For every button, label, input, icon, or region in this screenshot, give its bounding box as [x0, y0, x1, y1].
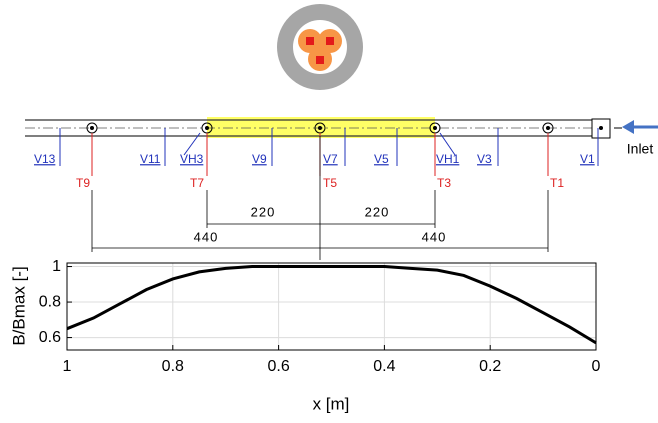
- valve-label: V3: [477, 152, 492, 166]
- thermocouple-label: T7: [190, 176, 204, 190]
- valve-label: V13: [34, 152, 56, 166]
- dimension-label: 440: [194, 229, 219, 244]
- valve-label: V9: [252, 152, 267, 166]
- y-axis-title: B/Bmax [-]: [9, 266, 28, 345]
- y-tick-label: 0.6: [39, 329, 61, 346]
- inlet-label: Inlet: [627, 141, 654, 157]
- x-tick-label: 0.8: [162, 358, 184, 375]
- plot-area: [67, 263, 596, 350]
- cable-section: [277, 4, 363, 90]
- thermocouple-label: T5: [323, 176, 337, 190]
- dimension-label: 220: [365, 204, 390, 219]
- x-tick-label: 0: [592, 358, 601, 375]
- x-axis-title: x [m]: [313, 394, 350, 413]
- pipe: [25, 117, 658, 138]
- valve-label: VH1: [436, 152, 460, 166]
- dimension-label: 220: [251, 204, 276, 219]
- x-tick-label: 0.2: [479, 358, 501, 375]
- valve-label: V1: [580, 152, 595, 166]
- x-tick-label: 0.6: [267, 358, 289, 375]
- x-tick-label: 0.4: [373, 358, 395, 375]
- valve-label: V5: [374, 152, 389, 166]
- page: V13 V11 VH3 V9 V7 V5 VH1 V3 V1 T9 T7 T5 …: [0, 0, 658, 418]
- thermocouple-label: T3: [437, 176, 451, 190]
- x-tick-label: 1: [63, 358, 72, 375]
- valve-label: VH3: [180, 152, 204, 166]
- valve-label: V11: [140, 152, 161, 166]
- valve-label: V7: [323, 152, 338, 166]
- y-tick-label: 0.8: [39, 293, 61, 310]
- thermocouple-label: T1: [550, 176, 564, 190]
- dimension-label: 440: [422, 229, 447, 244]
- thermocouple-label: T9: [76, 176, 90, 190]
- y-tick-label: 1: [52, 258, 61, 275]
